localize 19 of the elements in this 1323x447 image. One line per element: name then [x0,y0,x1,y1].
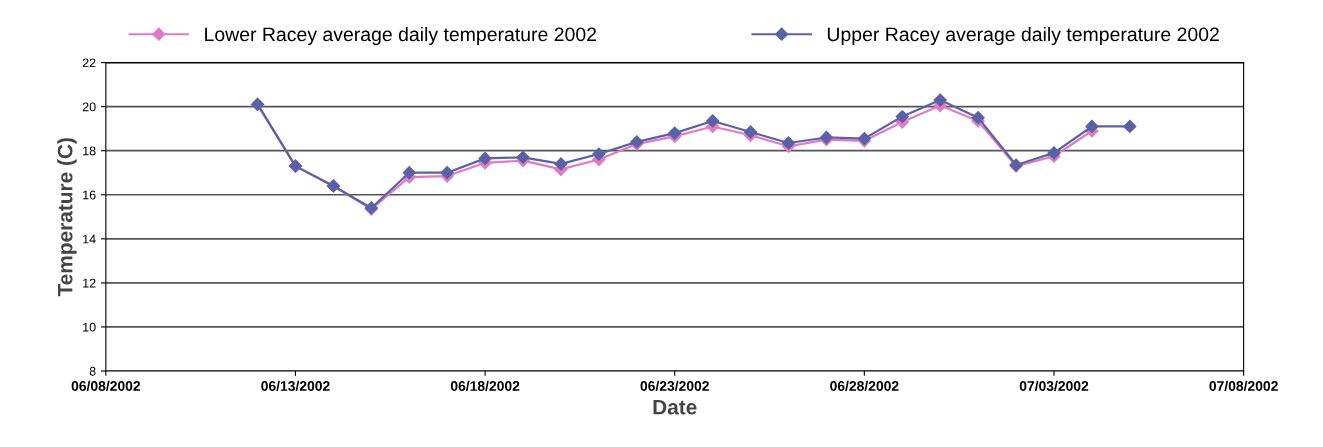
y-axis-title: Temperature (C) [57,138,77,297]
legend-label: Upper Racey average daily temperature 2002 [827,26,1219,46]
x-tick-label: 06/18/2002 [450,380,520,392]
y-tick-label: 10 [83,322,96,332]
x-axis-title: Date [653,400,697,415]
x-tick-label: 07/03/2002 [1019,380,1089,392]
y-tick-label: 14 [83,234,96,244]
x-tick-label: 07/08/2002 [1209,380,1278,392]
y-tick-label: 12 [83,278,96,288]
y-tick-label: 16 [83,190,96,200]
x-tick-label: 06/13/2002 [261,380,330,392]
x-tick-label: 06/23/2002 [640,380,709,392]
y-tick-label: 22 [82,58,96,68]
y-tick-label: 18 [83,146,96,156]
y-tick-label: 8 [89,366,96,376]
x-tick-label: 06/08/2002 [71,380,141,392]
legend-label: Lower Racey average daily temperature 2002 [205,26,597,46]
x-tick-label: 06/28/2002 [830,380,899,392]
y-tick-label: 20 [82,102,96,112]
